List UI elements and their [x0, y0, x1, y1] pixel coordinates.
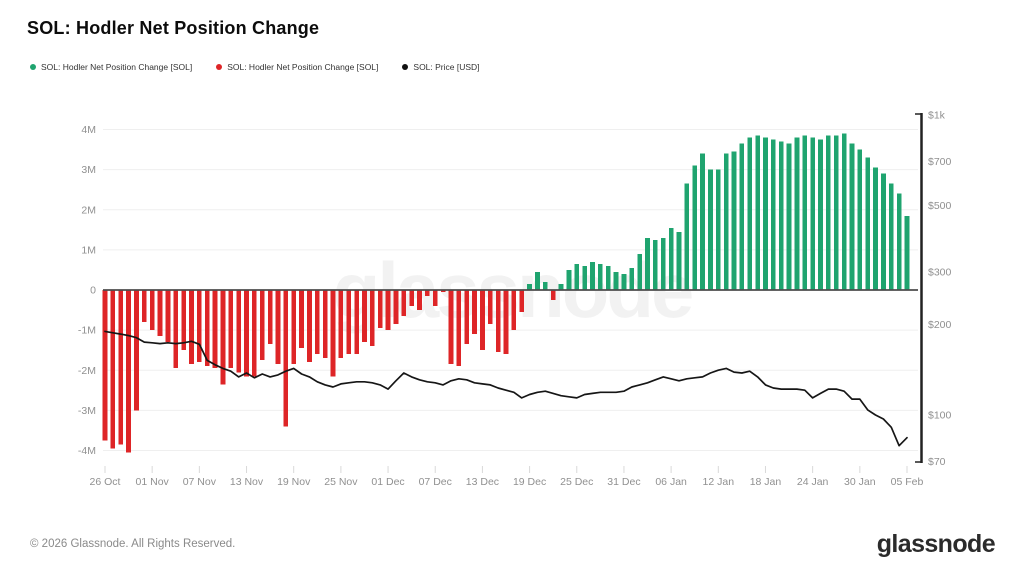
svg-text:-4M: -4M	[78, 445, 96, 457]
x-axis-ticks	[104, 466, 908, 473]
net-position-bars	[102, 133, 910, 453]
right-axis-labels: $1k $700 $500 $300 $200 $100 $70	[928, 110, 952, 468]
svg-text:06 Jan: 06 Jan	[655, 476, 687, 488]
legend-label: SOL: Hodler Net Position Change [SOL]	[227, 62, 379, 72]
legend-item-price: SOL: Price [USD]	[402, 62, 480, 72]
svg-text:01 Dec: 01 Dec	[371, 476, 404, 488]
svg-text:$200: $200	[928, 319, 952, 331]
svg-text:05 Feb: 05 Feb	[891, 476, 924, 488]
svg-text:30 Jan: 30 Jan	[844, 476, 876, 488]
svg-text:2M: 2M	[81, 204, 96, 216]
svg-text:31 Dec: 31 Dec	[607, 476, 640, 488]
svg-text:07 Dec: 07 Dec	[419, 476, 452, 488]
legend-label: SOL: Hodler Net Position Change [SOL]	[41, 62, 193, 72]
svg-text:13 Dec: 13 Dec	[466, 476, 499, 488]
legend-item-negative: SOL: Hodler Net Position Change [SOL]	[216, 62, 378, 72]
svg-text:-1M: -1M	[78, 325, 96, 337]
svg-text:07 Nov: 07 Nov	[183, 476, 217, 488]
svg-text:$700: $700	[928, 156, 952, 168]
svg-text:1M: 1M	[81, 244, 96, 256]
legend-item-positive: SOL: Hodler Net Position Change [SOL]	[30, 62, 192, 72]
glassnode-logo: glassnode	[876, 530, 996, 558]
svg-text:24 Jan: 24 Jan	[797, 476, 829, 488]
price-line	[104, 330, 908, 447]
svg-text:-3M: -3M	[78, 405, 96, 417]
svg-text:13 Nov: 13 Nov	[230, 476, 264, 488]
svg-text:25 Nov: 25 Nov	[324, 476, 358, 488]
black-dot-icon	[402, 64, 409, 70]
green-dot-icon	[30, 64, 36, 70]
svg-text:18 Jan: 18 Jan	[750, 476, 782, 488]
svg-text:$300: $300	[928, 266, 952, 278]
svg-text:4M: 4M	[81, 124, 96, 136]
svg-text:26 Oct: 26 Oct	[90, 476, 121, 488]
svg-text:$500: $500	[928, 200, 952, 212]
svg-text:$1k: $1k	[928, 110, 946, 122]
svg-text:12 Jan: 12 Jan	[703, 476, 735, 488]
svg-text:01 Nov: 01 Nov	[136, 476, 170, 488]
legend-label: SOL: Price [USD]	[413, 62, 480, 72]
svg-text:$70: $70	[928, 456, 946, 468]
svg-text:-2M: -2M	[78, 365, 96, 377]
svg-text:0: 0	[90, 285, 96, 297]
svg-text:$100: $100	[928, 410, 952, 422]
red-dot-icon	[216, 64, 223, 70]
copyright-text: © 2026 Glassnode. All Rights Reserved.	[30, 538, 236, 550]
x-axis-labels: 26 Oct 01 Nov 07 Nov 13 Nov 19 Nov 25 Nov 01 D…	[90, 476, 924, 488]
page-title: SOL: Hodler Net Position Change	[27, 18, 320, 38]
svg-text:19 Dec: 19 Dec	[513, 476, 546, 488]
chart-legend: SOL: Hodler Net Position Change [SOL] SO…	[30, 62, 480, 72]
left-axis-labels: 4M 3M 2M 1M 0 -1M -2M -3M -4M	[78, 124, 96, 457]
svg-text:3M: 3M	[81, 164, 96, 176]
svg-text:19 Nov: 19 Nov	[277, 476, 311, 488]
svg-text:25 Dec: 25 Dec	[560, 476, 593, 488]
